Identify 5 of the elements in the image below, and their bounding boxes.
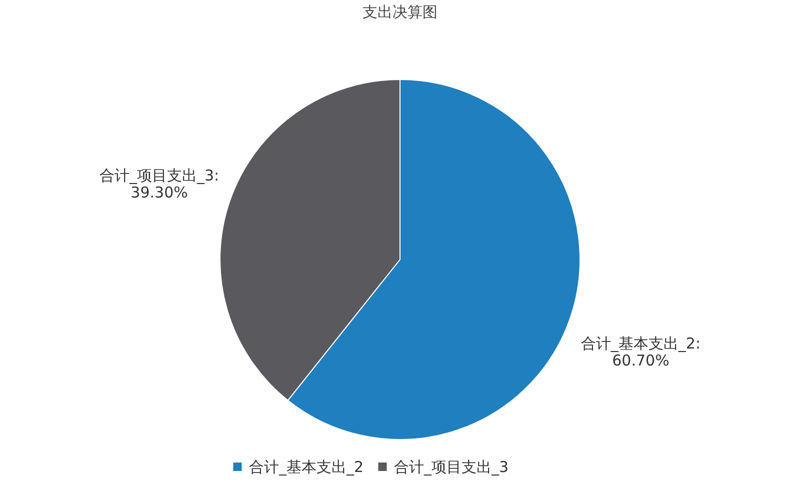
chart-title: 支出决算图 <box>362 3 438 21</box>
legend-label: 合计_项目支出_3 <box>394 458 509 476</box>
data-label: 合计_基本支出_2: 60.70% <box>580 334 701 370</box>
legend-label: 合计_基本支出_2 <box>249 458 364 476</box>
data-label: 合计_项目支出_3: 39.30% <box>99 166 220 202</box>
